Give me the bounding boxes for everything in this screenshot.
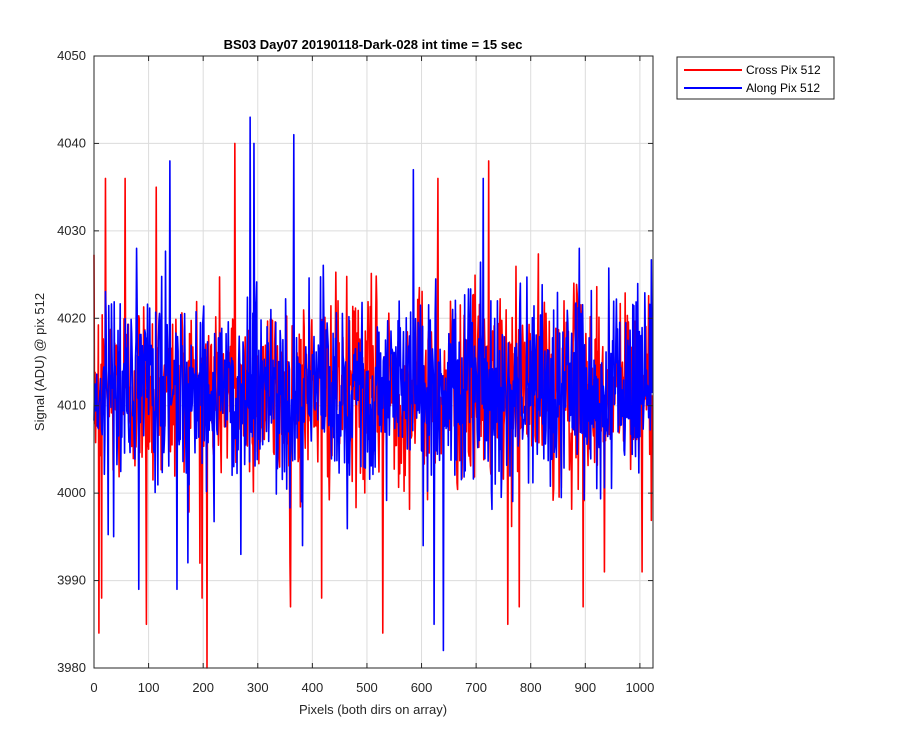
axis-tick-labels: 0 100 200 300 400 500 600 700 800 900 1000 3980 3990… bbox=[57, 48, 654, 695]
x-tick-label: 800 bbox=[520, 680, 542, 695]
y-tick-label: 4040 bbox=[57, 135, 86, 150]
y-axis-label: Signal (ADU) @ pix 512 bbox=[32, 293, 47, 431]
y-tick-label: 4030 bbox=[57, 223, 86, 238]
y-tick-label: 4000 bbox=[57, 485, 86, 500]
y-tick-label: 4020 bbox=[57, 310, 86, 325]
legend-label-cross: Cross Pix 512 bbox=[746, 63, 821, 77]
x-tick-label: 600 bbox=[411, 680, 433, 695]
x-tick-label: 900 bbox=[574, 680, 596, 695]
y-tick-label: 3990 bbox=[57, 573, 86, 588]
chart-title: BS03 Day07 20190118-Dark-028 int time = … bbox=[224, 37, 523, 52]
y-tick-label: 3980 bbox=[57, 660, 86, 675]
x-tick-label: 300 bbox=[247, 680, 269, 695]
axis-ticks bbox=[93, 55, 653, 669]
x-tick-label: 100 bbox=[138, 680, 160, 695]
y-tick-label: 4050 bbox=[57, 48, 86, 63]
x-tick-label: 500 bbox=[356, 680, 378, 695]
x-tick-label: 0 bbox=[90, 680, 97, 695]
axes-box bbox=[93, 55, 654, 669]
legend: Cross Pix 512 Along Pix 512 bbox=[676, 56, 835, 100]
x-axis-label: Pixels (both dirs on array) bbox=[299, 702, 447, 717]
y-tick-label: 4010 bbox=[57, 398, 86, 413]
x-tick-label: 400 bbox=[302, 680, 324, 695]
legend-label-along: Along Pix 512 bbox=[746, 81, 820, 95]
x-tick-label: 700 bbox=[465, 680, 487, 695]
along-pix-series-line bbox=[93, 116, 654, 652]
x-tick-label: 200 bbox=[192, 680, 214, 695]
legend-box bbox=[676, 56, 835, 100]
series-layer bbox=[93, 116, 654, 669]
x-tick-label: 1000 bbox=[625, 680, 654, 695]
